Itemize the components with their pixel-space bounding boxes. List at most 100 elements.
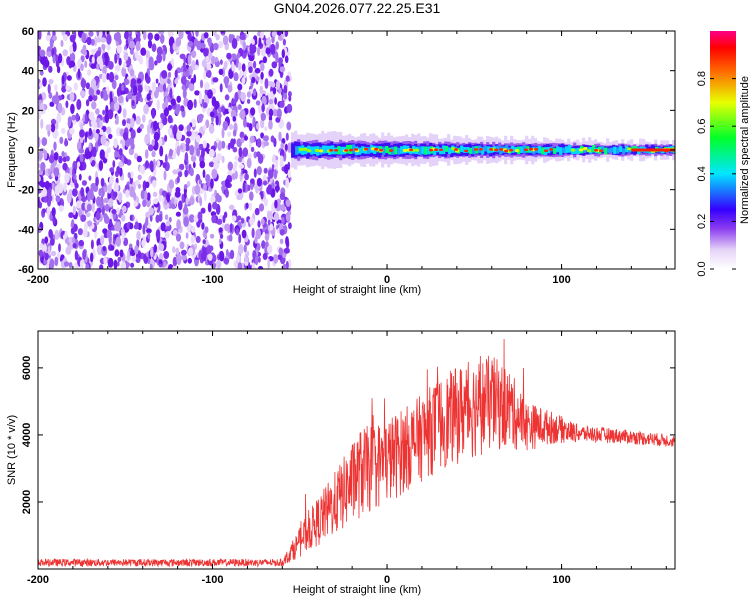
noise-speckle (119, 139, 124, 145)
noise-speckle (205, 55, 209, 63)
noise-speckle (242, 41, 247, 51)
noise-speckle (216, 260, 222, 269)
signal-yellow-spot (314, 148, 320, 153)
noise-speckle (114, 53, 118, 64)
noise-speckle (58, 155, 63, 164)
noise-speckle (209, 245, 214, 252)
noise-speckle (227, 169, 233, 176)
noise-speckle (202, 239, 206, 245)
noise-speckle (91, 56, 95, 65)
signal-cyan-core (418, 146, 422, 156)
noise-speckle (263, 180, 268, 186)
noise-speckle (285, 199, 291, 207)
signal-red-spot (389, 149, 394, 152)
noise-speckle (219, 83, 223, 93)
noise-speckle (125, 189, 130, 198)
noise-speckle (49, 238, 55, 246)
noise-speckle (194, 184, 201, 195)
noise-speckle (223, 257, 230, 265)
noise-speckle (164, 214, 169, 221)
noise-speckle (189, 196, 195, 206)
noise-speckle (123, 157, 129, 165)
noise-speckle (96, 56, 103, 65)
noise-speckle (139, 123, 144, 130)
signal-cyan-core (616, 147, 620, 154)
signal-cyan-core (325, 145, 329, 154)
noise-speckle (242, 182, 246, 193)
noise-speckle (222, 35, 229, 46)
noise-speckle (186, 180, 191, 188)
noise-speckle (178, 124, 184, 131)
noise-speckle (167, 63, 173, 71)
noise-speckle (256, 166, 262, 176)
noise-speckle (106, 147, 111, 153)
noise-speckle (248, 202, 252, 211)
signal-red-spot (464, 149, 469, 153)
noise-speckle (171, 203, 176, 210)
signal-cyan-core (466, 147, 470, 153)
noise-speckle (227, 84, 233, 93)
noise-speckle (184, 169, 188, 178)
noise-speckle (232, 116, 237, 122)
noise-speckle (253, 168, 257, 178)
noise-speckle (176, 145, 181, 157)
noise-speckle (119, 208, 123, 216)
signal-red-spot (529, 147, 534, 151)
noise-speckle (136, 230, 141, 241)
colorbar-gradient (710, 31, 736, 269)
noise-speckle (167, 71, 172, 78)
noise-speckle (79, 259, 84, 269)
noise-speckle (248, 66, 253, 74)
noise-speckle (265, 37, 272, 47)
noise-speckle (63, 182, 67, 193)
noise-speckle (207, 89, 213, 99)
noise-speckle (246, 91, 251, 98)
noise-speckle (237, 188, 243, 194)
noise-speckle (80, 187, 85, 198)
signal-cyan-core (472, 146, 476, 155)
noise-speckle (280, 72, 283, 79)
noise-speckle (69, 91, 75, 102)
noise-speckle (85, 263, 90, 269)
noise-speckle (215, 33, 220, 41)
noise-speckle (53, 95, 60, 105)
noise-speckle (214, 56, 219, 63)
noise-speckle (112, 160, 116, 168)
noise-speckle (192, 161, 196, 169)
noise-speckle (53, 167, 60, 177)
noise-speckle (116, 44, 123, 54)
noise-speckle (183, 216, 190, 228)
noise-speckle (174, 190, 181, 198)
signal-cyan-core (469, 147, 473, 154)
noise-speckle (266, 186, 272, 195)
noise-speckle (65, 155, 70, 162)
snr-y-label: SNR (10 * v/v) (6, 415, 18, 485)
signal-cyan-core (574, 148, 578, 154)
signal-cyan-core (577, 147, 581, 155)
signal-blue-band (291, 143, 295, 158)
noise-speckle (102, 109, 106, 116)
noise-speckle (264, 241, 269, 248)
noise-speckle (124, 31, 129, 40)
noise-speckle (208, 123, 215, 134)
noise-speckle (100, 235, 105, 246)
noise-speckle (203, 124, 207, 131)
signal-cyan-core (568, 145, 572, 153)
noise-speckle (232, 129, 237, 137)
noise-speckle (167, 104, 172, 111)
noise-speckle (112, 191, 118, 198)
noise-speckle (164, 199, 168, 206)
noise-speckle (106, 229, 113, 239)
noise-speckle (228, 106, 232, 113)
noise-speckle (257, 256, 261, 263)
noise-speckle (95, 211, 101, 221)
noise-speckle (224, 79, 229, 89)
noise-speckle (103, 213, 108, 220)
noise-speckle (198, 179, 203, 185)
noise-speckle (270, 43, 276, 55)
noise-speckle (100, 177, 105, 187)
noise-speckle (151, 108, 156, 119)
noise-speckle (144, 190, 148, 201)
noise-speckle (175, 37, 182, 47)
signal-cyan-core (601, 146, 605, 152)
